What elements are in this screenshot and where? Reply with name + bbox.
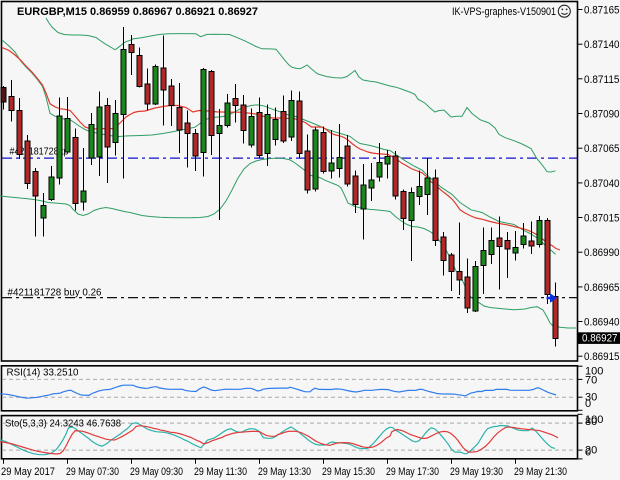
svg-text:29 May 09:30: 29 May 09:30 (130, 466, 183, 478)
svg-text:#421181728 tp: #421181728 tp (10, 145, 69, 157)
svg-text:0.86965: 0.86965 (584, 282, 620, 294)
svg-text:#421181728 buy 0.26: #421181728 buy 0.26 (8, 287, 102, 299)
svg-text:30: 30 (585, 392, 597, 404)
svg-text:0.87090: 0.87090 (584, 109, 620, 121)
svg-text:100: 100 (585, 414, 603, 426)
svg-text:RSI(14) 33.2510: RSI(14) 33.2510 (7, 367, 79, 379)
svg-text:20: 20 (585, 445, 597, 457)
svg-text:100: 100 (585, 366, 603, 378)
svg-text:0.87165: 0.87165 (584, 5, 620, 17)
svg-text:0.86940: 0.86940 (584, 317, 620, 329)
svg-text:29 May 19:30: 29 May 19:30 (450, 466, 503, 478)
svg-text:0.87040: 0.87040 (584, 178, 620, 190)
svg-text:0.86915: 0.86915 (584, 351, 620, 363)
svg-text:Sto(5,3,3) 24.3243 46.7638: Sto(5,3,3) 24.3243 46.7638 (5, 418, 121, 430)
svg-text:29 May 11:30: 29 May 11:30 (194, 466, 247, 478)
svg-text:0.86990: 0.86990 (584, 247, 620, 259)
svg-text:29 May 07:30: 29 May 07:30 (66, 466, 119, 478)
svg-text:0.86927: 0.86927 (582, 333, 618, 345)
svg-text:IK-VPS-graphes-V150901: IK-VPS-graphes-V150901 (452, 6, 556, 18)
svg-text:70: 70 (585, 375, 597, 387)
svg-text:0: 0 (585, 447, 591, 459)
svg-text:0.87115: 0.87115 (584, 74, 620, 86)
svg-text:29 May 21:30: 29 May 21:30 (514, 466, 567, 478)
svg-text:29 May 17:30: 29 May 17:30 (386, 466, 439, 478)
svg-text:29 May 2017: 29 May 2017 (1, 466, 55, 478)
svg-text:EURGBP,M15 0.86959 0.86967 0.: EURGBP,M15 0.86959 0.86967 0.86921 0.869… (17, 6, 258, 18)
svg-text:0: 0 (585, 398, 591, 410)
svg-text:0.87140: 0.87140 (584, 39, 620, 51)
svg-text:29 May 15:30: 29 May 15:30 (322, 466, 375, 478)
svg-text:0.87065: 0.87065 (584, 143, 620, 155)
svg-text:80: 80 (585, 416, 597, 428)
svg-text:29 May 13:30: 29 May 13:30 (258, 466, 311, 478)
svg-text:0.87015: 0.87015 (584, 213, 620, 225)
